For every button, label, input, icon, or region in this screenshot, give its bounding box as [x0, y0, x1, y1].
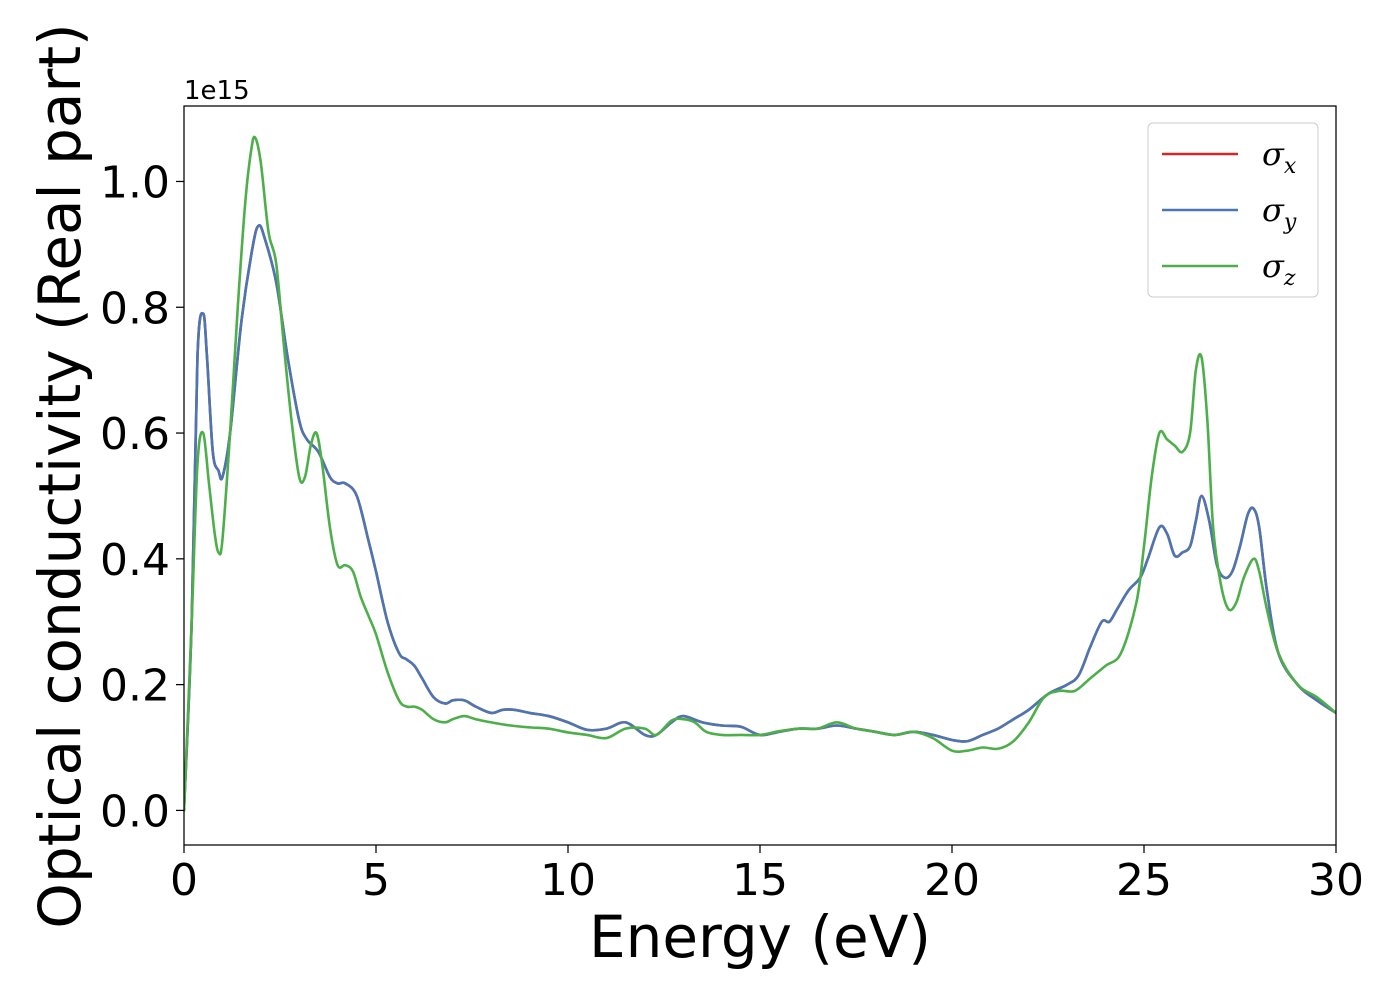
y-tick-label: 1.0: [100, 157, 170, 208]
legend-symbol: σ: [1262, 247, 1285, 285]
y-tick-label: 0.2: [100, 661, 170, 712]
x-axis-title: Energy (eV): [589, 903, 931, 971]
legend-subscript: z: [1283, 266, 1296, 291]
x-tick-label: 20: [924, 855, 980, 906]
x-tick-label: 5: [362, 855, 390, 906]
y-offset-label: 1e15: [184, 76, 250, 106]
series-line-sigma-z: [184, 135, 1336, 812]
legend-subscript: x: [1284, 154, 1297, 179]
legend-label-sigma-z: σz: [1262, 247, 1296, 291]
x-axis: 0 5 10 15 20 25 30: [170, 845, 1364, 906]
series-line-sigma-x: [184, 224, 1336, 812]
x-tick-label: 30: [1308, 855, 1364, 906]
series-layer: [184, 135, 1336, 812]
series-line-sigma-y: [184, 224, 1336, 812]
y-tick-label: 0.0: [100, 786, 170, 837]
x-tick-label: 10: [540, 855, 596, 906]
legend-label-sigma-x: σx: [1262, 135, 1297, 179]
y-axis: 0.0 0.2 0.4 0.6 0.8 1.0: [100, 157, 184, 837]
legend-symbol: σ: [1262, 191, 1285, 229]
x-tick-label: 25: [1116, 855, 1172, 906]
y-tick-label: 0.4: [100, 535, 170, 586]
y-axis-title: Optical conductivity (Real part): [26, 23, 94, 928]
legend-symbol: σ: [1262, 135, 1285, 173]
x-tick-label: 0: [170, 855, 198, 906]
y-tick-label: 0.8: [100, 283, 170, 334]
legend-subscript: y: [1283, 210, 1297, 235]
y-tick-label: 0.6: [100, 409, 170, 460]
legend-label-sigma-y: σy: [1262, 191, 1297, 235]
x-tick-label: 15: [732, 855, 788, 906]
